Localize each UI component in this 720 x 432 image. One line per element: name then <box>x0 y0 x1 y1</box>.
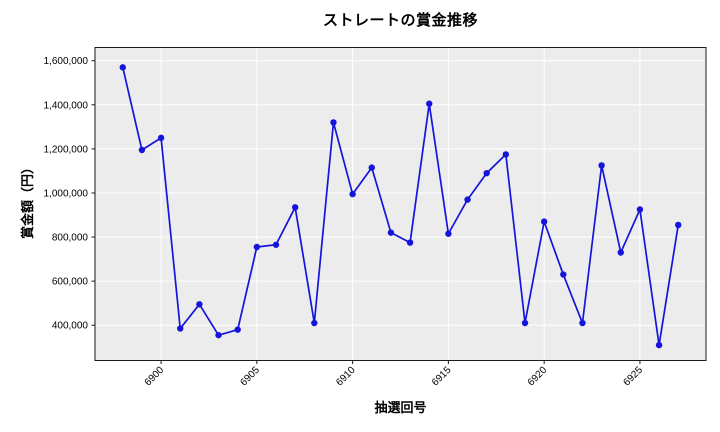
data-point <box>138 146 146 154</box>
plot-border <box>94 47 707 361</box>
y-tick-label: 800,000 <box>52 233 89 244</box>
data-point <box>157 134 165 142</box>
x-tick-label: 6915 <box>430 365 454 389</box>
x-tick-label: 6920 <box>526 365 550 389</box>
data-point <box>617 249 624 256</box>
data-point <box>368 164 375 171</box>
data-point <box>349 190 356 198</box>
x-tick-label: 6925 <box>622 365 646 389</box>
x-tick-label: 6910 <box>334 365 358 389</box>
data-point <box>291 204 299 211</box>
data-point <box>196 301 203 308</box>
data-point <box>636 206 644 213</box>
x-tick-label: 6905 <box>238 365 262 389</box>
x-tick-label: 6900 <box>143 365 167 389</box>
data-point <box>464 196 471 203</box>
data-point <box>177 325 184 332</box>
y-tick-label: 1,400,000 <box>44 100 89 111</box>
y-tick-label: 400,000 <box>52 321 89 332</box>
data-point <box>655 341 663 349</box>
data-point <box>502 151 510 158</box>
y-axis-label: 賞金額（円） <box>20 161 35 240</box>
data-point <box>445 230 452 237</box>
chart-title: ストレートの賞金推移 <box>322 12 478 29</box>
data-point <box>560 271 567 278</box>
y-tick-label: 1,200,000 <box>44 144 89 155</box>
y-tick-label: 600,000 <box>52 277 89 288</box>
y-tick-label: 1,600,000 <box>44 56 89 67</box>
data-point <box>426 100 433 107</box>
data-point <box>253 243 261 251</box>
data-point <box>387 229 395 236</box>
data-point <box>540 218 548 225</box>
data-point <box>272 241 280 248</box>
data-point <box>234 326 241 333</box>
plot-background <box>95 47 706 361</box>
data-point <box>406 239 414 246</box>
data-point <box>215 331 222 339</box>
data-point <box>311 319 318 327</box>
data-point <box>521 319 529 327</box>
data-point <box>675 221 682 229</box>
data-point <box>483 169 490 177</box>
data-point <box>598 162 605 169</box>
data-point <box>330 119 337 126</box>
x-axis-label: 抽選回号 <box>374 400 427 415</box>
data-point <box>119 64 126 71</box>
data-point <box>579 319 586 327</box>
data-line <box>121 66 680 346</box>
y-tick-label: 1,000,000 <box>44 188 89 199</box>
